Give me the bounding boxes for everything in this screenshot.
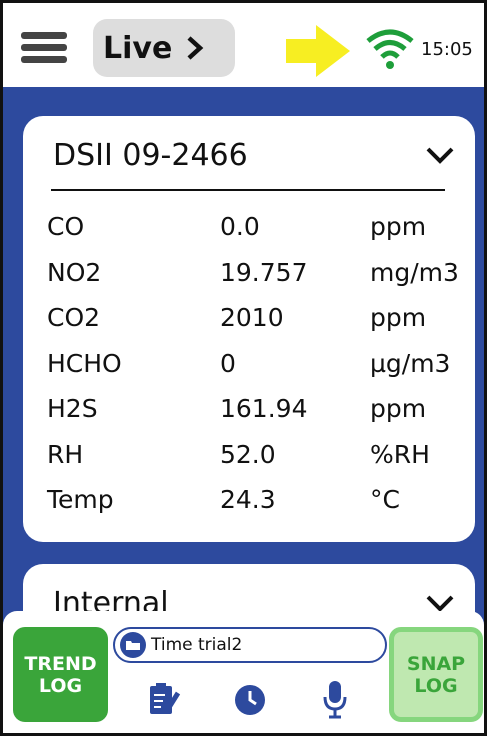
reading-unit: mg/m3 <box>370 257 459 287</box>
reading-value: 161.94 <box>220 394 308 423</box>
divider <box>51 189 445 191</box>
reading-value: 24.3 <box>220 485 276 514</box>
reading-name: RH <box>47 439 84 469</box>
reading-unit: µg/m3 <box>370 348 451 378</box>
reading-value: 52.0 <box>220 439 276 469</box>
reading-row: RH 52.0 %RH <box>23 440 473 484</box>
reading-value: 2010 <box>220 303 284 332</box>
clock-time: 15:05 <box>421 39 473 60</box>
top-bar: Live 15:05 <box>3 3 484 87</box>
reading-row: NO2 19.757 mg/m3 <box>23 258 473 302</box>
reading-value: 0.0 <box>220 212 260 241</box>
reading-name: H2S <box>47 394 98 423</box>
reading-row: CO 0.0 ppm <box>23 212 473 256</box>
reading-value: 19.757 <box>220 257 308 287</box>
reading-row: CO2 2010 ppm <box>23 303 473 347</box>
reading-row: HCHO 0 µg/m3 <box>23 349 473 393</box>
reading-unit: ppm <box>370 303 427 332</box>
reading-name: CO <box>47 212 85 241</box>
reading-row: Temp 24.3 °C <box>23 485 473 529</box>
clock-icon[interactable] <box>233 683 267 717</box>
mode-label: Live <box>103 30 173 66</box>
readings-list: CO 0.0 ppm NO2 19.757 mg/m3 CO2 2010 ppm HCHO 0 µg/… <box>23 212 475 532</box>
device-title: DSII 09-2466 <box>53 138 248 173</box>
bottom-bar: TREND LOG Time trial2 SNAP LOG <box>3 611 484 733</box>
chevron-right <box>187 36 204 60</box>
menu-button[interactable] <box>19 31 71 65</box>
collapse-chevron[interactable] <box>425 144 455 166</box>
mic-icon[interactable] <box>321 679 349 719</box>
notes-icon[interactable] <box>147 681 181 717</box>
reading-name: CO2 <box>47 303 101 332</box>
reading-name: NO2 <box>47 257 102 287</box>
device-card: DSII 09-2466 CO 0.0 ppm NO2 19.757 mg/m3 CO2 20… <box>23 116 475 542</box>
wifi-icon <box>366 29 414 69</box>
snap-log-button[interactable]: SNAP LOG <box>389 627 483 722</box>
reading-name: HCHO <box>47 348 122 378</box>
folder-icon <box>120 632 146 658</box>
trend-log-button[interactable]: TREND LOG <box>13 627 108 722</box>
reading-unit: ppm <box>370 212 427 241</box>
reading-value: 0 <box>220 348 236 378</box>
mode-button[interactable]: Live <box>93 19 235 77</box>
file-name: Time trial2 <box>151 635 243 655</box>
arrow-icon <box>286 25 350 77</box>
reading-name: Temp <box>47 485 114 514</box>
expand-chevron[interactable] <box>425 592 455 614</box>
reading-unit: °C <box>370 485 400 514</box>
reading-unit: %RH <box>370 439 430 469</box>
reading-unit: ppm <box>370 394 427 423</box>
reading-row: H2S 161.94 ppm <box>23 394 473 438</box>
file-selector[interactable]: Time trial2 <box>113 627 387 663</box>
